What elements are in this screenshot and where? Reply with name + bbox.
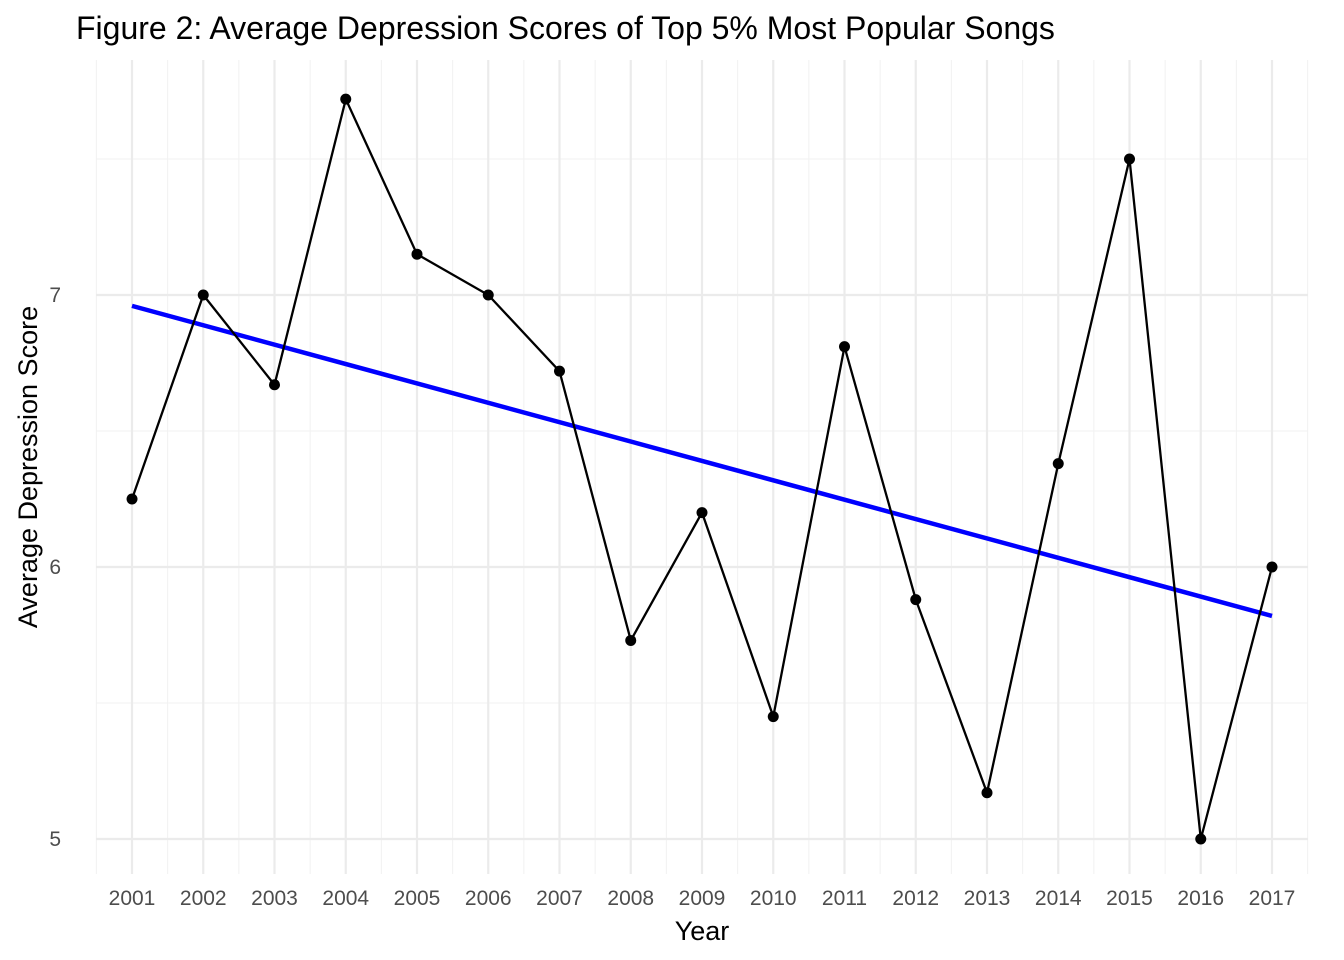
data-point-2004 — [340, 93, 352, 105]
x-tick-label: 2015 — [1106, 887, 1153, 910]
x-tick-label: 2005 — [394, 887, 441, 910]
x-tick-label: 2014 — [1035, 887, 1082, 910]
data-point-2001 — [126, 493, 138, 505]
minor-gridlines — [95, 60, 1309, 874]
x-tick-label: 2011 — [822, 887, 867, 910]
x-tick-label: 2016 — [1177, 887, 1224, 910]
y-tick-labels: 5 6 7 — [49, 284, 61, 851]
major-gridlines — [96, 60, 1308, 874]
y-tick-label: 6 — [49, 556, 61, 579]
x-tick-label: 2007 — [536, 887, 583, 910]
x-tick-label: 2002 — [180, 887, 227, 910]
y-tick-label: 7 — [49, 284, 61, 307]
x-tick-label: 2013 — [964, 887, 1011, 910]
x-tick-label: 2003 — [251, 887, 298, 910]
x-tick-label: 2009 — [679, 887, 726, 910]
trend-layer — [131, 303, 1273, 619]
data-point-2009 — [696, 507, 708, 519]
x-tick-label: 2004 — [322, 887, 369, 910]
data-point-2017 — [1266, 561, 1278, 573]
y-tick-label: 5 — [49, 828, 61, 851]
x-tick-label: 2006 — [465, 887, 512, 910]
data-point-2007 — [554, 365, 565, 377]
x-tick-labels: 2001 2002 2003 2004 2005 2006 2007 2008 2009 2010… — [109, 887, 1296, 910]
data-point-2016 — [1195, 833, 1207, 845]
y-axis-label: Average Depression Score — [13, 306, 43, 628]
data-point-2008 — [625, 634, 637, 646]
data-point-2003 — [269, 379, 280, 391]
data-point-2012 — [910, 594, 922, 606]
trend-line — [131, 303, 1273, 619]
data-point-2015 — [1124, 153, 1135, 165]
chart-title: Figure 2: Average Depression Scores of T… — [76, 10, 1055, 46]
x-axis-label: Year — [675, 916, 730, 946]
points-layer — [126, 93, 1278, 845]
data-point-2010 — [767, 711, 779, 723]
data-point-2005 — [411, 248, 423, 260]
x-tick-label: 2001 — [109, 887, 156, 910]
data-point-2013 — [981, 787, 993, 799]
data-point-2006 — [482, 289, 494, 301]
x-tick-label: 2010 — [750, 887, 797, 910]
x-tick-label: 2008 — [607, 887, 654, 910]
data-point-2002 — [197, 289, 209, 301]
x-tick-label: 2017 — [1249, 887, 1296, 910]
data-point-2011 — [839, 341, 850, 353]
x-tick-label: 2012 — [892, 887, 939, 910]
data-point-2014 — [1052, 458, 1064, 470]
